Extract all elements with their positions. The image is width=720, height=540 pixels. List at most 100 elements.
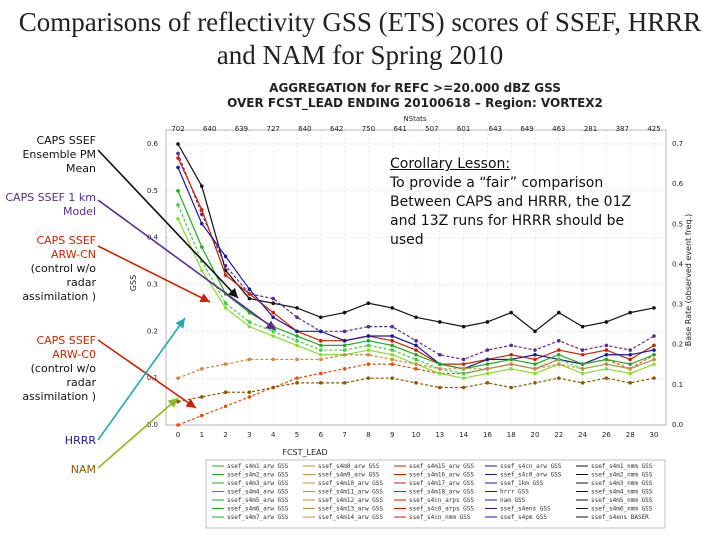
series-point: [509, 362, 513, 366]
label-ssef-arw-c0: CAPS SSEF ARW-C0: [36, 334, 96, 361]
series-point: [604, 367, 609, 371]
series-point: [509, 385, 513, 390]
series-point: [652, 334, 656, 338]
x-tick-label: 2: [223, 431, 227, 439]
label-nam: NAM: [70, 463, 96, 476]
series-point: [533, 381, 537, 385]
series-point: [390, 376, 395, 380]
series-point: [485, 367, 490, 371]
legend-entry: ssef_s4m9_arw GSS: [318, 472, 380, 479]
series-point: [271, 357, 276, 362]
series-point: [176, 423, 180, 427]
series-point: [390, 324, 395, 329]
series-point: [366, 301, 371, 306]
legend-entry: ssef_s4m13_arw GSS: [318, 506, 383, 513]
series-point: [176, 399, 180, 404]
series-point: [652, 348, 656, 352]
series-point: [247, 287, 252, 291]
series-point: [438, 385, 442, 390]
series-point: [200, 184, 204, 188]
series-point: [628, 357, 632, 362]
legend-entry: ssef_s4m17_arw GSS: [409, 480, 474, 487]
legend-entry: ssef_s4m5_nmm GSS: [591, 497, 653, 504]
legend-entry: ssef_s4m16_arw GSS: [409, 472, 474, 479]
series-point: [342, 348, 347, 352]
series-point: [366, 334, 371, 338]
nstats-value: 641: [393, 125, 406, 133]
legend-entry: ssef_s4m18_arw GSS: [409, 489, 474, 496]
series-point: [366, 338, 371, 343]
series-point: [176, 376, 180, 380]
series-point: [247, 390, 252, 395]
series-point: [176, 151, 180, 156]
series-point: [485, 357, 490, 362]
y2-tick-label: 0.5: [672, 220, 683, 228]
legend-box: [205, 459, 666, 529]
y2-axis-ticks: 0.0 0.1 0.2 0.3 0.4 0.5 0.6 0.7: [672, 140, 684, 429]
label-hrrr: HRRR: [64, 434, 96, 447]
label-ssef-arw-c0-note: (control w/o radar assimilation ): [22, 362, 96, 403]
series-point: [628, 371, 632, 376]
legend-entry: ssef_s4m10_arw GSS: [318, 480, 383, 487]
chart-title: AGGREGATION for REFC >=20.000 dBZ GSS: [269, 81, 561, 95]
series-point: [223, 404, 228, 409]
legend-entry: ssef_s4cn_arw GSS: [500, 463, 562, 470]
legend-entry: ssef_s4m5_arw GSS: [227, 497, 289, 504]
series-point: [247, 296, 252, 301]
series-point: [414, 381, 418, 385]
series-point: [580, 367, 585, 371]
series-point: [247, 357, 252, 362]
series-point: [628, 362, 632, 366]
series-point: [557, 348, 561, 352]
nstats-value: 601: [457, 125, 470, 133]
series-point: [319, 343, 323, 348]
series-point: [390, 343, 395, 348]
x-tick-label: 4: [271, 431, 276, 439]
y-tick-label: 0.0: [147, 421, 158, 429]
series-point: [319, 352, 323, 357]
series-point: [342, 381, 347, 385]
legend-entry: ssef_s4m8_arw GSS: [318, 463, 380, 470]
series-point: [390, 338, 395, 343]
lesson-body: To provide a “fair” comparison Between C…: [390, 175, 632, 248]
series-point: [390, 334, 395, 338]
x-tick-label: 20: [531, 431, 540, 439]
nstats-value: 702: [171, 125, 184, 133]
annotation-arrow: [97, 199, 277, 331]
series-point: [604, 343, 609, 348]
legend-entry: nam GSS: [500, 497, 526, 504]
series-point: [652, 362, 656, 366]
series-point: [557, 310, 561, 315]
series-point: [580, 381, 585, 385]
series-point: [580, 348, 585, 352]
series-point: [390, 348, 395, 352]
series-point: [271, 385, 276, 390]
x-axis-ticks: 0 1 2 3 4 5 6 7 8 9 10 13 14 16 18 20 22 24 26 28 30: [176, 431, 659, 439]
lesson-box: Corollary Lesson: To provide a “fair” co…: [390, 155, 660, 250]
legend-entry: ssef_s4m1_arw GSS: [227, 463, 289, 470]
x-tick-label: 24: [578, 431, 587, 439]
label-ssef-arw-cn-note: (control w/o radar assimilation ): [22, 262, 96, 303]
series-point: [271, 310, 276, 315]
nstats-value: 643: [489, 125, 502, 133]
series-point: [652, 343, 656, 348]
nstats-value: 727: [267, 125, 280, 133]
series-point: [319, 315, 323, 320]
series-point: [366, 376, 371, 380]
series-point: [485, 371, 490, 376]
x-tick-label: 10: [412, 431, 421, 439]
series-point: [223, 254, 228, 259]
series-point: [533, 371, 537, 376]
x-tick-label: 0: [176, 431, 180, 439]
x-tick-label: 30: [650, 431, 659, 439]
nstats-value: 463: [552, 125, 565, 133]
lesson-heading: Corollary Lesson:: [390, 156, 511, 172]
series-point: [176, 203, 180, 207]
y-axis-ticks: 0.00.10.20.30.40.50.6: [147, 140, 159, 429]
series-point: [461, 376, 466, 380]
series-point: [319, 381, 323, 385]
chart-subtitle: OVER FCST_LEAD ENDING 20100618 – Region:…: [227, 96, 603, 111]
legend-entry: ssef_s4m6_arw GSS: [227, 506, 289, 513]
series-point: [176, 156, 180, 160]
